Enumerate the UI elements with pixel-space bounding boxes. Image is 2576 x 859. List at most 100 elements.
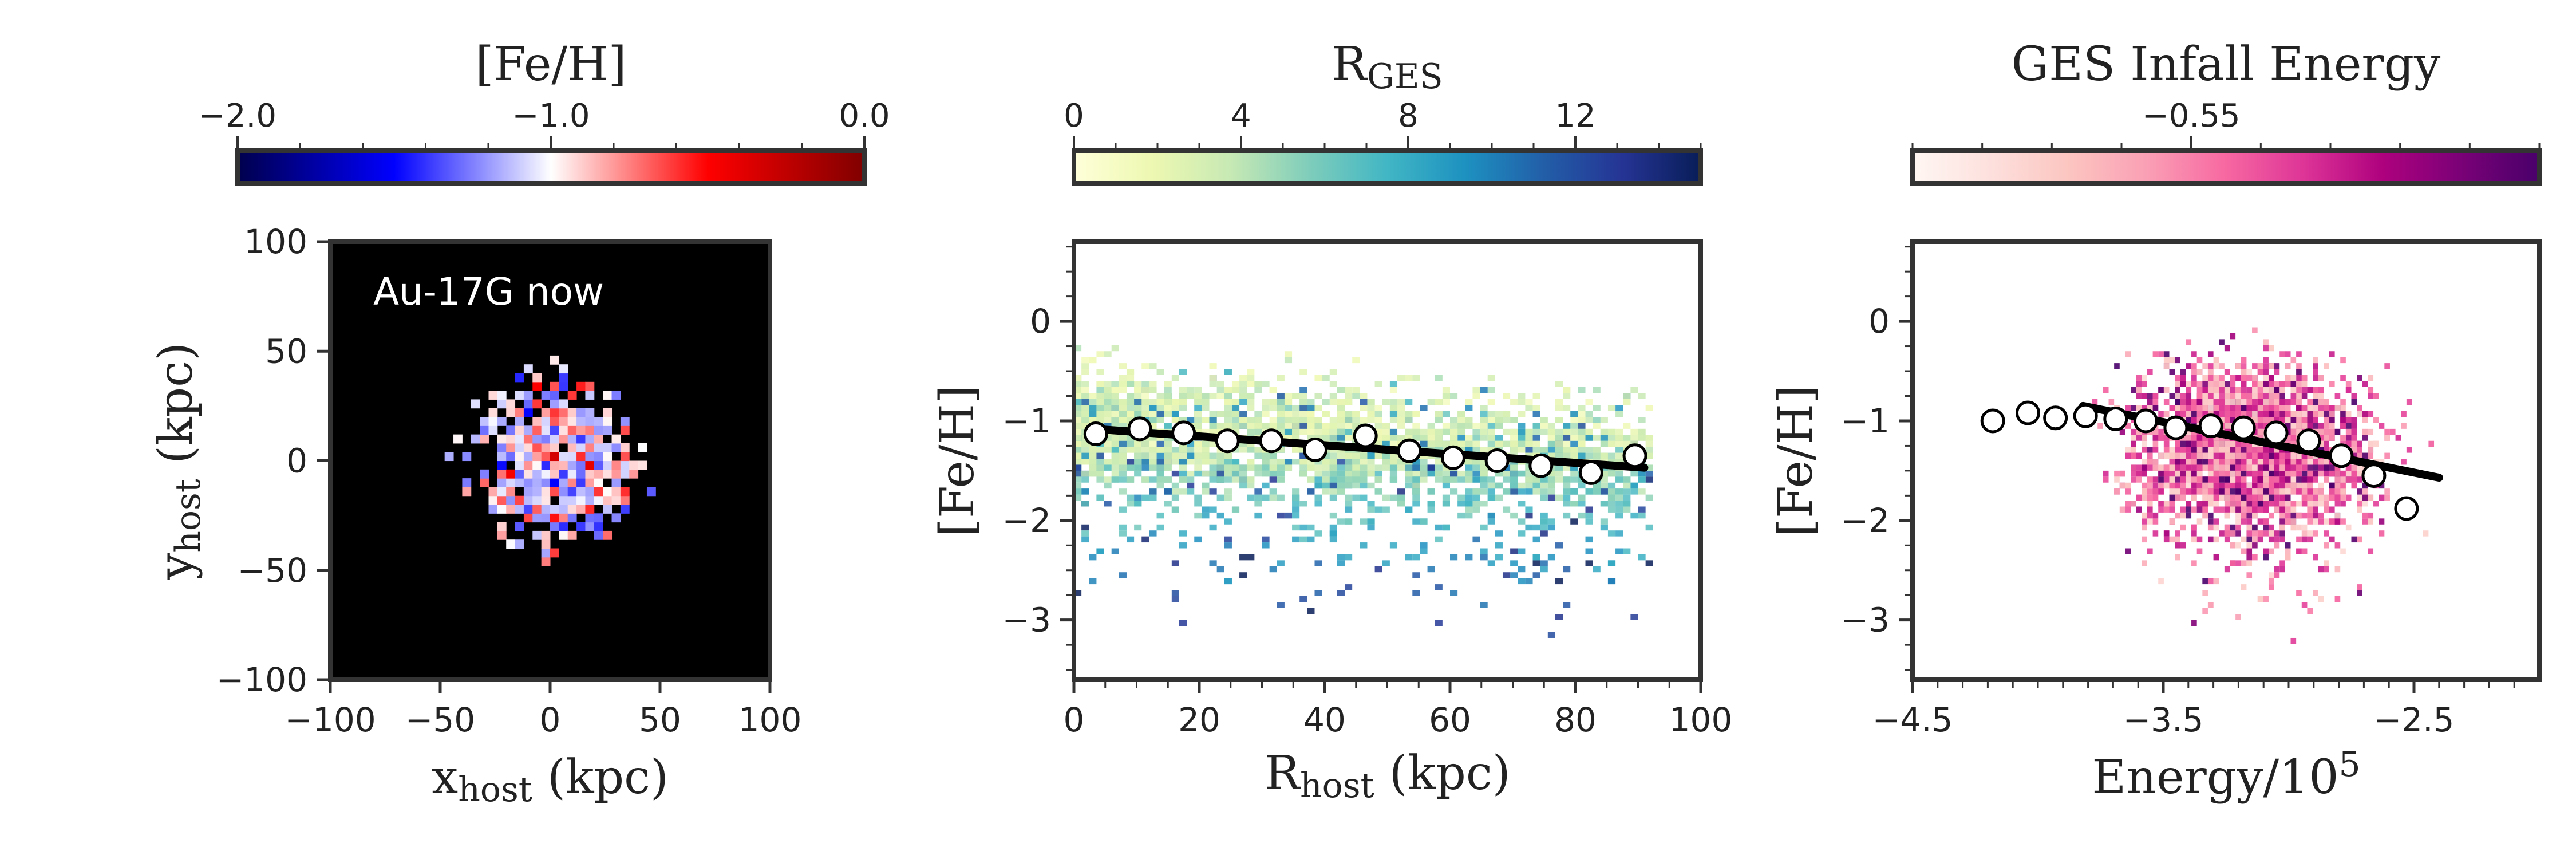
heatmap-cell	[585, 478, 595, 487]
histogram-bin	[1171, 482, 1179, 489]
histogram-bin	[2313, 488, 2318, 495]
histogram-bin	[2196, 482, 2203, 489]
histogram-bin	[2246, 518, 2253, 525]
histogram-bin	[1547, 482, 1555, 489]
histogram-bin	[2313, 387, 2318, 393]
histogram-bin	[1314, 530, 1322, 537]
heatmap-cell	[480, 417, 489, 426]
histogram-bin	[1389, 494, 1398, 501]
histogram-bin	[1307, 435, 1315, 441]
histogram-bin	[1607, 488, 1616, 495]
histogram-bin	[1367, 411, 1375, 417]
histogram-bin	[1389, 435, 1398, 441]
histogram-bin	[1405, 435, 1413, 441]
heatmap-cell	[550, 399, 559, 409]
histogram-bin	[2169, 501, 2175, 507]
histogram-bin	[2230, 464, 2236, 471]
histogram-bin	[1397, 501, 1405, 507]
histogram-bin	[1397, 464, 1405, 471]
histogram-bin	[2324, 459, 2329, 465]
histogram-bin	[2191, 506, 2197, 513]
histogram-bin	[1322, 470, 1330, 477]
histogram-bin	[1367, 482, 1375, 489]
histogram-bin	[1187, 447, 1195, 453]
histogram-bin	[1179, 542, 1187, 549]
histogram-bin	[1292, 488, 1300, 495]
histogram-bin	[2329, 411, 2335, 417]
heatmap-cell	[550, 478, 559, 487]
histogram-bin	[1134, 501, 1142, 507]
histogram-bin	[2207, 399, 2214, 405]
heatmap-cell	[532, 460, 542, 470]
histogram-bin	[2290, 637, 2297, 644]
histogram-bin	[1570, 518, 1578, 525]
heatmap-cell	[550, 548, 559, 558]
histogram-bin	[1563, 476, 1571, 483]
histogram-bin	[1299, 405, 1307, 411]
histogram-bin	[2125, 405, 2131, 411]
histogram-bin	[1134, 405, 1142, 411]
y-tick-label: −3	[1002, 601, 1052, 640]
colorbar-title-sub: GES	[1367, 57, 1443, 97]
histogram-bin	[2362, 381, 2368, 387]
histogram-bin	[1269, 399, 1277, 405]
histogram-bin	[1480, 411, 1488, 417]
histogram-bin	[1510, 560, 1518, 566]
histogram-bin	[1420, 428, 1428, 435]
histogram-bin	[1322, 423, 1330, 429]
histogram-bin	[1540, 417, 1548, 423]
histogram-bin	[1570, 411, 1578, 417]
histogram-bin	[2290, 381, 2297, 387]
histogram-bin	[1450, 470, 1458, 477]
histogram-bin	[2268, 345, 2274, 352]
histogram-bin	[1593, 435, 1601, 441]
heatmap-cell	[594, 443, 603, 452]
histogram-bin	[1389, 411, 1398, 417]
histogram-bin	[1277, 405, 1285, 411]
heatmap-cell	[541, 505, 551, 514]
histogram-bin	[1593, 452, 1601, 459]
histogram-bin	[1578, 482, 1586, 489]
histogram-bin	[1525, 435, 1533, 441]
histogram-bin	[2389, 428, 2396, 435]
histogram-bin	[1593, 387, 1601, 393]
histogram-bin	[1329, 524, 1337, 531]
histogram-bin	[1209, 440, 1217, 447]
histogram-bin	[1450, 435, 1458, 441]
histogram-bin	[2257, 596, 2263, 602]
histogram-bin	[1360, 452, 1368, 459]
heatmap-cell	[611, 495, 621, 505]
histogram-bin	[2125, 351, 2131, 357]
histogram-bin	[1345, 459, 1353, 465]
histogram-bin	[1435, 375, 1443, 381]
histogram-bin	[2252, 375, 2258, 381]
histogram-bin	[1179, 530, 1187, 537]
histogram-bin	[1585, 428, 1593, 435]
histogram-bin	[1389, 387, 1398, 393]
histogram-bin	[1518, 440, 1526, 447]
histogram-bin	[1382, 399, 1390, 405]
histogram-bin	[1645, 405, 1653, 411]
histogram-bin	[2224, 345, 2230, 352]
x-tick-label: 0	[1064, 700, 1085, 739]
histogram-bin	[1216, 411, 1224, 417]
histogram-bin	[1435, 411, 1443, 417]
histogram-bin	[2131, 452, 2136, 459]
histogram-bin	[1134, 411, 1142, 417]
histogram-bin	[2142, 536, 2147, 543]
histogram-bin	[1209, 560, 1217, 566]
histogram-bin	[1119, 405, 1127, 411]
histogram-bin	[1405, 464, 1413, 471]
histogram-bin	[1134, 470, 1142, 477]
histogram-bin	[2213, 518, 2219, 525]
histogram-bin	[2345, 435, 2352, 441]
histogram-bin	[1352, 452, 1360, 459]
y-tick-label: −50	[238, 551, 307, 590]
histogram-bin	[1322, 411, 1330, 417]
colorbar-tick-label: 0	[1064, 97, 1084, 135]
histogram-bin	[1194, 440, 1202, 447]
histogram-bin	[2147, 464, 2153, 471]
heatmap-cell	[550, 452, 559, 462]
histogram-bin	[2313, 399, 2318, 405]
histogram-bin	[1525, 428, 1533, 435]
